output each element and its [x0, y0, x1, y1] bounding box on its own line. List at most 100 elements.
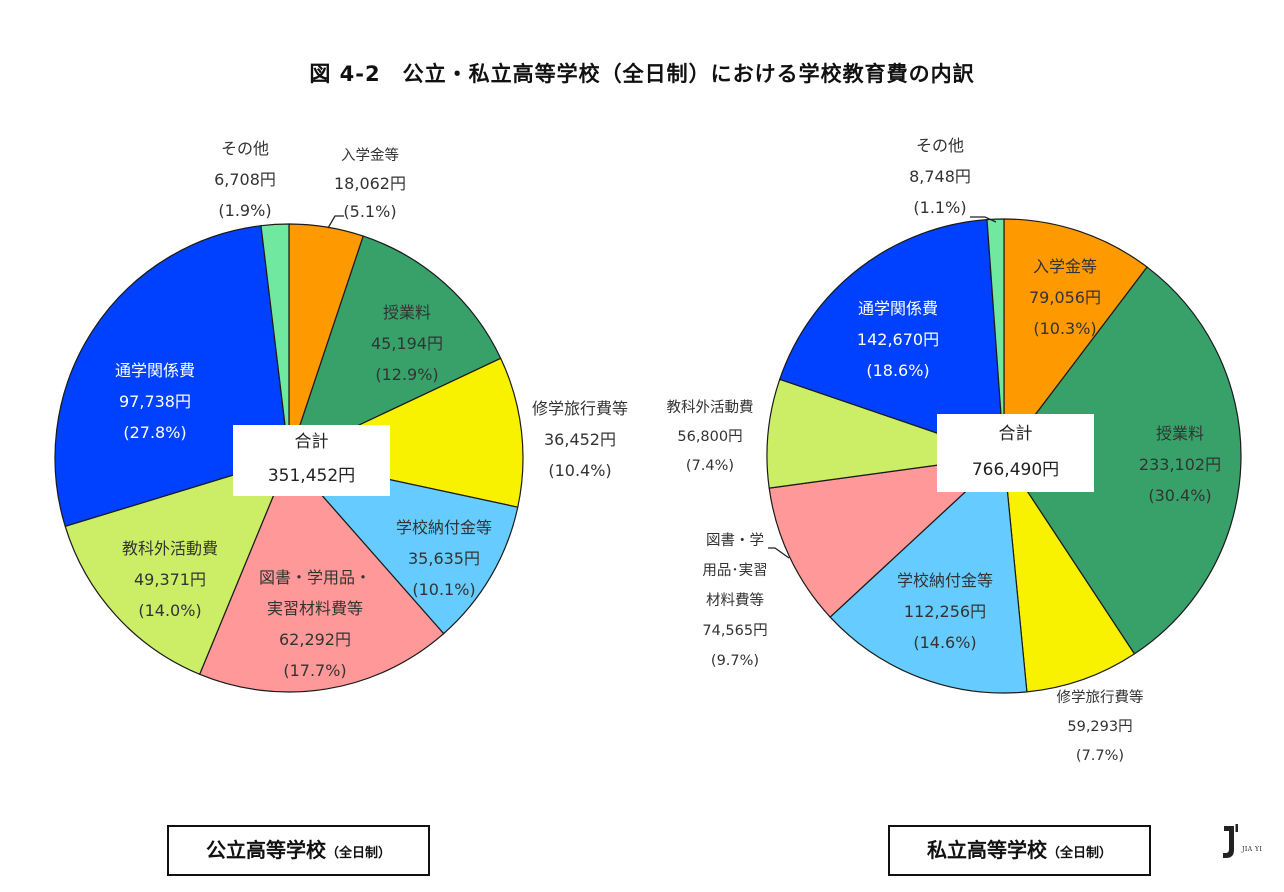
- label-public-kyoka: 教科外活動費 49,371円 (14.0%): [105, 533, 235, 626]
- slice-name-line3: 材料費等: [706, 593, 764, 609]
- slice-name: 教科外活動費: [121, 539, 218, 558]
- slice-value: 97,738円: [119, 392, 191, 411]
- pie-slice: [1003, 218, 1148, 457]
- slice-pct: (5.1%): [343, 202, 397, 221]
- slice-value: 56,800円: [677, 429, 743, 445]
- slice-name: 通学関係費: [857, 299, 938, 318]
- slice-value: 18,062円: [334, 174, 406, 193]
- label-public-jugyo: 授業料 45,194円 (12.9%): [352, 297, 462, 390]
- slice-name: その他: [915, 136, 964, 155]
- label-public-sonota: その他 6,708円 (1.9%): [195, 133, 295, 226]
- slice-value: 112,256円: [903, 602, 987, 621]
- slice-pct: (14.6%): [913, 633, 977, 652]
- slice-name: 入学金等: [341, 148, 399, 164]
- slice-name: 学校納付金等: [395, 518, 492, 537]
- label-private-tsugaku: 通学関係費 142,670円 (18.6%): [833, 293, 963, 386]
- pie-slice: [768, 455, 1005, 618]
- slice-value: 233,102円: [1138, 455, 1222, 474]
- caption-private-main: 私立高等学校: [926, 838, 1047, 862]
- pie-slice: [199, 457, 445, 693]
- slice-name: 教科外活動費: [666, 400, 754, 416]
- slice-pct: (30.4%): [1148, 486, 1212, 505]
- pie-slice: [288, 457, 519, 635]
- pie-slice: [779, 219, 1005, 457]
- label-private-jugyo: 授業料 233,102円 (30.4%): [1120, 418, 1240, 511]
- logo-text: JIA YI: [1242, 846, 1263, 853]
- pie-slice: [829, 455, 1028, 694]
- slice-pct: (10.3%): [1033, 319, 1097, 338]
- slice-name: 修学旅行費等: [531, 399, 628, 418]
- slice-value: 45,194円: [371, 334, 443, 353]
- total-private: 合計 766,490円: [937, 414, 1094, 492]
- total-value: 351,452円: [267, 466, 356, 486]
- slice-value: 35,635円: [408, 549, 480, 568]
- label-public-shugaku: 修学旅行費等 36,452円 (10.4%): [520, 393, 640, 486]
- label-public-tosho: 図書・学用品・ 実習材料費等 62,292円 (17.7%): [245, 562, 385, 686]
- slice-pct: (18.6%): [866, 361, 930, 380]
- slice-name-line2: 実習材料費等: [266, 599, 363, 618]
- slice-value: 62,292円: [279, 630, 351, 649]
- slice-value: 79,056円: [1029, 288, 1101, 307]
- slice-name: その他: [220, 139, 269, 158]
- slice-name: 授業料: [1155, 424, 1204, 443]
- pie-public: [54, 223, 524, 693]
- slice-value: 36,452円: [544, 430, 616, 449]
- slice-name: 授業料: [382, 303, 431, 322]
- label-private-sonota: その他 8,748円 (1.1%): [890, 130, 990, 223]
- caption-public: 公立高等学校（全日制）: [167, 825, 430, 876]
- slice-pct: (14.0%): [138, 601, 202, 620]
- caption-public-main: 公立高等学校: [205, 838, 326, 862]
- pie-slice: [1003, 266, 1242, 655]
- leader-line-private-tosho: [768, 547, 790, 559]
- total-label: 合計: [294, 432, 329, 452]
- label-private-nofu: 学校納付金等 112,256円 (14.6%): [865, 565, 1025, 658]
- slice-value: 74,565円: [702, 623, 768, 639]
- slice-pct: (7.4%): [685, 458, 735, 474]
- total-label: 合計: [998, 424, 1033, 444]
- slice-name: 入学金等: [1032, 257, 1097, 276]
- total-public: 合計 351,452円: [233, 425, 390, 496]
- jiayi-logo: JIA YI: [1222, 824, 1272, 864]
- pie-slice: [260, 223, 290, 459]
- label-private-nyugaku: 入学金等 79,056円 (10.3%): [1010, 251, 1120, 344]
- caption-private-sub: （全日制）: [1046, 846, 1112, 861]
- label-private-tosho: 図書・学 用品･実習 材料費等 74,565円 (9.7%): [680, 526, 790, 676]
- slice-name: 学校納付金等: [896, 571, 993, 590]
- chart-title: 図 4-2 公立・私立高等学校（全日制）における学校教育費の内訳: [309, 62, 975, 86]
- slice-pct: (9.7%): [710, 653, 760, 669]
- slice-pct: (10.1%): [412, 580, 476, 599]
- leader-line-public-nyugaku: [327, 215, 344, 229]
- leader-line-private-sonota: [970, 216, 997, 223]
- j-logo-icon: [1223, 824, 1238, 858]
- label-public-tsugaku: 通学関係費 97,738円 (27.8%): [95, 355, 215, 448]
- pie-slice: [54, 225, 290, 527]
- slice-value: 8,748円: [909, 167, 971, 186]
- slice-value: 49,371円: [134, 570, 206, 589]
- slice-pct: (7.7%): [1075, 748, 1125, 764]
- slice-pct: (17.7%): [283, 661, 347, 680]
- slice-pct: (10.4%): [548, 461, 612, 480]
- caption-private: 私立高等学校（全日制）: [888, 825, 1151, 876]
- slice-pct: (12.9%): [375, 365, 439, 384]
- label-private-kyoka: 教科外活動費 56,800円 (7.4%): [645, 394, 775, 481]
- slice-value: 6,708円: [214, 170, 276, 189]
- slice-name: 通学関係費: [114, 361, 195, 380]
- pie-slice: [986, 218, 1005, 457]
- slice-name-line1: 図書・学用品・: [258, 568, 371, 587]
- caption-public-sub: （全日制）: [325, 846, 391, 861]
- slice-value: 59,293円: [1067, 719, 1133, 735]
- pie-slice: [288, 235, 502, 459]
- slice-name-line1: 図書・学: [706, 533, 764, 549]
- slice-name: 修学旅行費等: [1056, 690, 1144, 706]
- label-public-nyugaku: 入学金等 18,062円 (5.1%): [320, 142, 420, 226]
- pie-slice: [64, 457, 290, 675]
- total-value: 766,490円: [971, 460, 1060, 480]
- label-private-shugaku: 修学旅行費等 59,293円 (7.7%): [1040, 684, 1160, 771]
- pie-slice: [1003, 455, 1136, 693]
- slice-value: 142,670円: [856, 330, 940, 349]
- slice-pct: (1.1%): [913, 198, 967, 217]
- label-public-nofu: 学校納付金等 35,635円 (10.1%): [384, 512, 504, 605]
- slice-pct: (1.9%): [218, 201, 272, 220]
- slice-name-line2: 用品･実習: [702, 563, 768, 579]
